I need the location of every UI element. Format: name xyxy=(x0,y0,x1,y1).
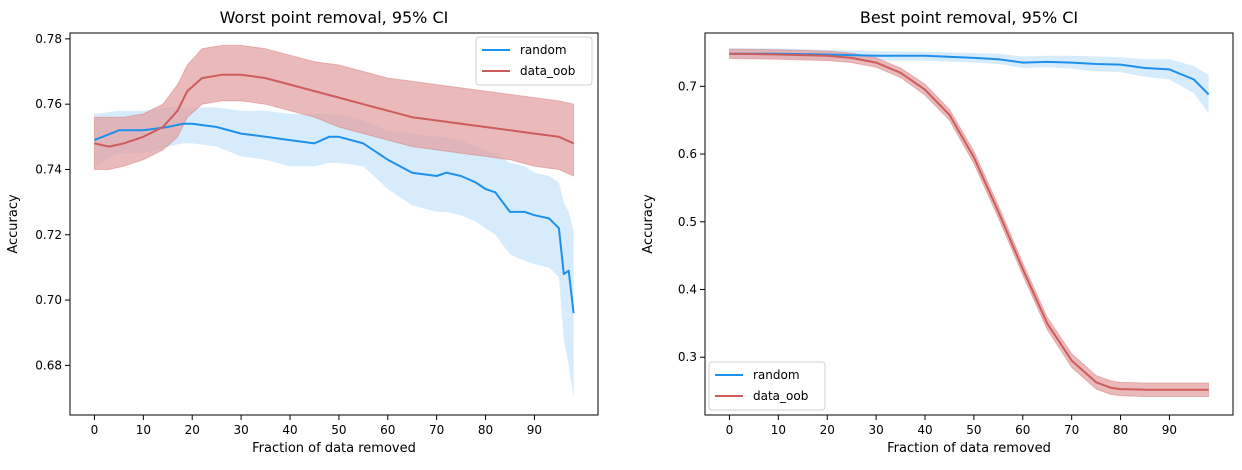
legend-label-data-oob: data_oob xyxy=(520,64,575,78)
x-tick-label: 60 xyxy=(380,423,395,437)
line-random xyxy=(94,122,575,314)
y-tick-label: 0.4 xyxy=(678,282,697,296)
x-tick-label: 60 xyxy=(1015,423,1030,437)
x-tick-label: 70 xyxy=(429,423,444,437)
y-tick-label: 0.76 xyxy=(35,97,62,111)
x-axis-label: Fraction of data removed xyxy=(887,441,1051,456)
x-axis-label: Fraction of data removed xyxy=(252,441,416,456)
series-lines xyxy=(729,52,1210,391)
y-tick-label: 0.3 xyxy=(678,350,697,364)
band-data-oob xyxy=(93,44,575,177)
y-axis-label: Accuracy xyxy=(6,194,21,254)
x-tick-label: 30 xyxy=(868,423,883,437)
chart-title: Best point removal, 95% CI xyxy=(860,8,1078,27)
legend: random data_oob xyxy=(708,361,826,411)
y-tick-label: 0.70 xyxy=(35,293,62,307)
chart-title: Worst point removal, 95% CI xyxy=(220,8,449,27)
band-random xyxy=(94,107,574,399)
plot-frame xyxy=(704,32,1234,416)
y-tick-label: 0.68 xyxy=(35,358,62,372)
band-data-oob xyxy=(728,48,1210,397)
x-tick-label: 40 xyxy=(282,423,297,437)
x-tick-label: 70 xyxy=(1064,423,1079,437)
chart-best-point-removal: 0 10 20 30 40 50 60 70 80 90 0.3 0.4 0.5 0.6 0.7 Best… xyxy=(641,8,1234,456)
y-tick-label: 0.5 xyxy=(678,215,697,229)
x-ticks: 0 10 20 30 40 50 60 70 80 90 xyxy=(726,415,1177,437)
x-tick-label: 50 xyxy=(331,423,346,437)
x-tick-label: 20 xyxy=(820,423,835,437)
x-tick-label: 20 xyxy=(185,423,200,437)
plot-frame xyxy=(69,32,599,416)
band-random xyxy=(729,48,1209,114)
axes-frame xyxy=(704,32,1234,416)
legend: random data_oob xyxy=(475,36,593,86)
confidence-bands xyxy=(93,44,575,399)
chart-worst-point-removal: 0 10 20 30 40 50 60 70 80 90 0.68 0.70 0.72 0.74 0.76… xyxy=(6,8,599,456)
legend-label-random: random xyxy=(753,368,800,382)
line-data-oob xyxy=(94,73,575,148)
legend-label-random: random xyxy=(520,43,567,57)
x-tick-label: 90 xyxy=(527,423,542,437)
x-tick-label: 0 xyxy=(726,423,734,437)
y-tick-label: 0.7 xyxy=(678,79,697,93)
x-tick-label: 40 xyxy=(917,423,932,437)
line-data-oob xyxy=(729,52,1209,391)
axes-frame xyxy=(69,32,599,416)
confidence-bands xyxy=(728,48,1210,397)
series-lines xyxy=(94,73,575,314)
y-tick-label: 0.6 xyxy=(678,147,697,161)
x-tick-label: 80 xyxy=(478,423,493,437)
x-tick-label: 10 xyxy=(136,423,151,437)
y-axis-label: Accuracy xyxy=(641,194,656,254)
legend-label-data-oob: data_oob xyxy=(753,389,808,403)
x-tick-label: 90 xyxy=(1162,423,1177,437)
y-tick-label: 0.74 xyxy=(35,162,62,176)
y-tick-label: 0.72 xyxy=(35,228,62,242)
y-tick-label: 0.78 xyxy=(35,32,62,46)
x-tick-label: 80 xyxy=(1113,423,1128,437)
x-ticks: 0 10 20 30 40 50 60 70 80 90 xyxy=(91,415,542,437)
line-random xyxy=(729,52,1210,96)
x-tick-label: 50 xyxy=(966,423,981,437)
y-ticks: 0.3 0.4 0.5 0.6 0.7 xyxy=(678,79,705,364)
y-ticks: 0.68 0.70 0.72 0.74 0.76 0.78 xyxy=(35,32,70,372)
x-tick-label: 10 xyxy=(771,423,786,437)
x-tick-label: 30 xyxy=(233,423,248,437)
x-tick-label: 0 xyxy=(91,423,99,437)
